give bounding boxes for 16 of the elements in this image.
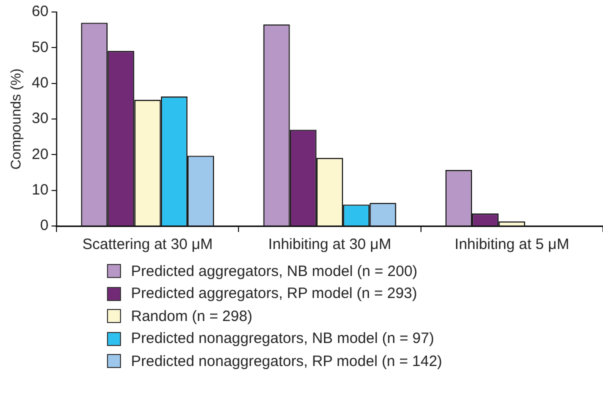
legend-label: Predicted aggregators, RP model (n = 293) [131,285,418,302]
x-tick-label: Scattering at 30 μM [82,236,213,254]
y-tick-label: 60 [32,3,48,20]
y-tick-label: 30 [32,110,48,128]
y-tick-label: 10 [32,181,48,198]
legend-label: Predicted nonaggregators, RP model (n = 142) [131,352,442,370]
legend-label: Predicted nonaggregators, NB model (n = 97) [131,330,434,348]
y-tick-label: 20 [32,146,48,163]
x-tick-label: Inhibiting at 5 μM [454,236,570,254]
y-tick-label: 50 [32,38,48,56]
y-tick-label: 0 [40,217,48,234]
y-tick-label: 40 [32,74,48,92]
y-axis-title: Compounds (%) [7,68,24,170]
x-tick-label: Inhibiting at 30 μM [268,236,392,254]
legend-label: Random (n = 298) [131,308,252,325]
legend-label: Predicted aggregators, NB model (n = 200) [131,262,418,280]
